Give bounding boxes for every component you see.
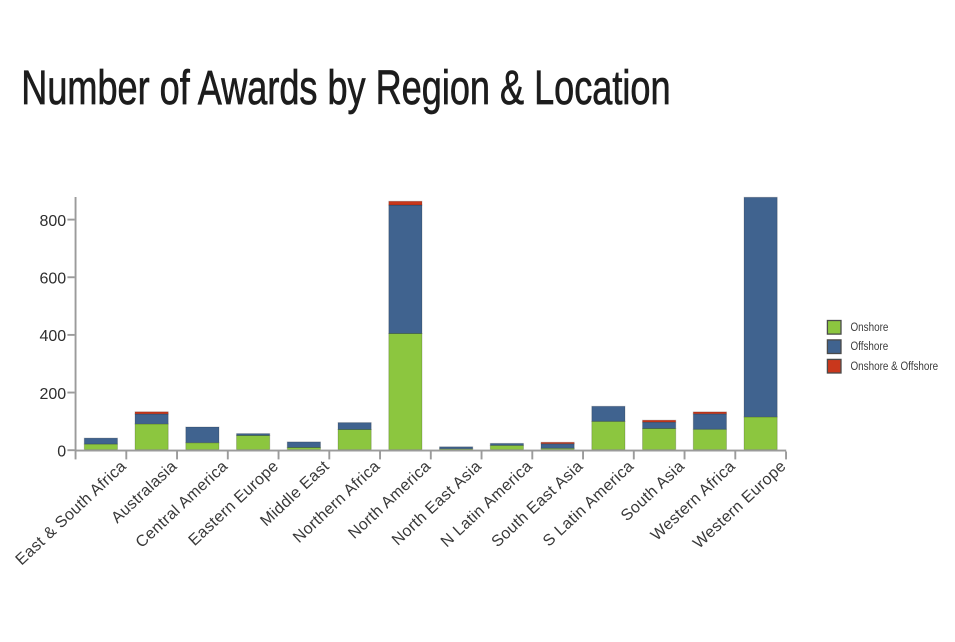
svg-text:200: 200 xyxy=(39,386,66,403)
svg-text:0: 0 xyxy=(57,444,66,461)
svg-text:Onshore: Onshore xyxy=(851,321,889,334)
svg-text:Offshore: Offshore xyxy=(851,340,889,353)
svg-text:800: 800 xyxy=(39,213,66,230)
svg-text:400: 400 xyxy=(39,328,66,345)
svg-text:Onshore & Offshore: Onshore & Offshore xyxy=(851,360,939,373)
svg-text:Number of Awards by Region & L: Number of Awards by Region & Location xyxy=(21,61,670,114)
svg-text:600: 600 xyxy=(39,271,66,288)
